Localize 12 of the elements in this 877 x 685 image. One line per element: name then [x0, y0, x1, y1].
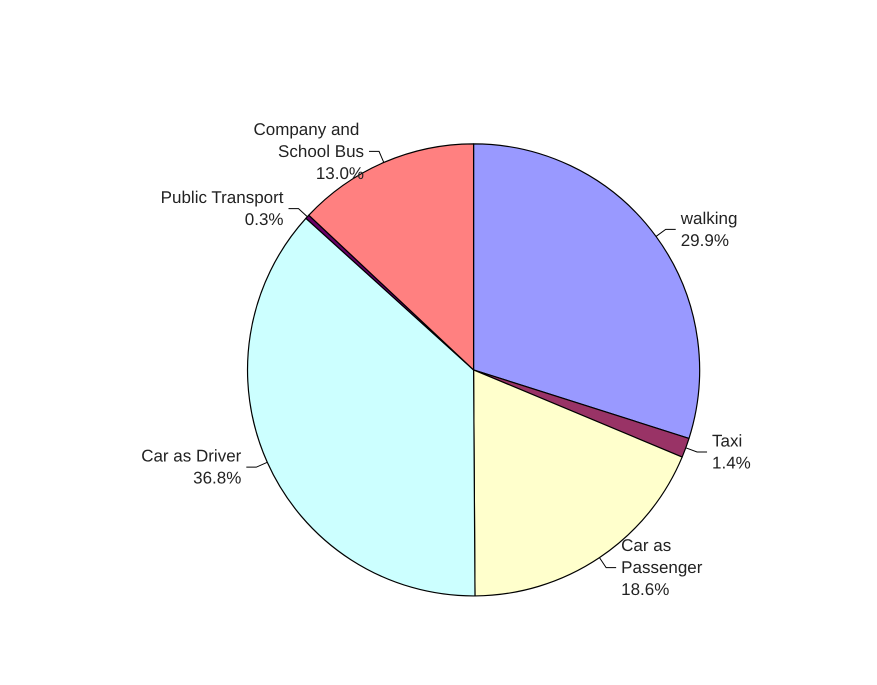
slice-label: walking: [680, 208, 738, 228]
slice-label: Company and School Bus: [253, 120, 364, 161]
slice-label: Car as Driver: [141, 446, 242, 466]
data-label: 0.3%: [244, 210, 284, 230]
data-label: 13.0%: [316, 164, 364, 183]
slice-label: Public Transport: [160, 188, 284, 208]
slice-label: Car as Passenger: [621, 536, 703, 578]
slice-label: Taxi: [712, 431, 742, 450]
data-label: 29.9%: [680, 230, 729, 250]
data-label: 18.6%: [621, 580, 670, 600]
data-label: 36.8%: [193, 468, 242, 488]
data-label: 1.4%: [712, 453, 751, 472]
